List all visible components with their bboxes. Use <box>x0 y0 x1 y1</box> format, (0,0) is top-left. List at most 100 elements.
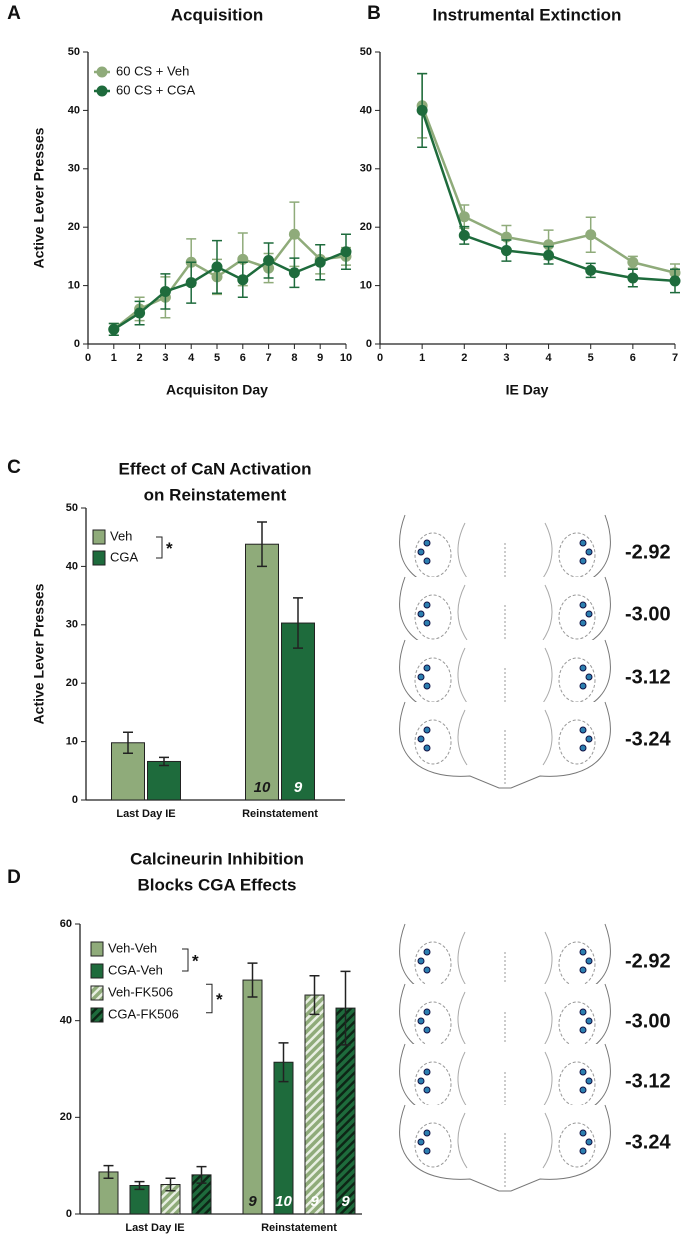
series-line <box>113 232 347 331</box>
brain-fold <box>457 931 468 988</box>
bar <box>147 760 181 801</box>
brain-fold <box>457 584 468 641</box>
x-tick-label: 10 <box>340 352 352 364</box>
y-tick-label: 20 <box>60 1111 72 1123</box>
brain-fold <box>542 1112 553 1169</box>
x-tick-label: 7 <box>672 352 678 364</box>
y-tick-label: 30 <box>68 163 80 175</box>
error-bar <box>247 962 258 998</box>
marker <box>585 229 597 241</box>
y-tick-label: 10 <box>360 280 372 292</box>
significance-bracket <box>182 948 189 972</box>
placement-dot <box>585 735 593 743</box>
error-bar <box>340 970 351 1046</box>
y-tick-label: 60 <box>60 918 72 930</box>
panel-letter: A <box>7 3 21 24</box>
error-bar <box>257 521 267 568</box>
placement-dot <box>579 1147 587 1155</box>
legend-swatch <box>92 550 106 566</box>
brain-fold <box>457 522 468 579</box>
legend-label: 60 CS + CGA <box>116 82 195 97</box>
placement-dot <box>423 1068 431 1076</box>
legend-label: CGA-FK506 <box>108 1006 179 1021</box>
n-label: 9 <box>248 1193 257 1210</box>
placement-dot <box>423 539 431 547</box>
placement-dot <box>423 619 431 627</box>
panel-letter: D <box>7 867 21 888</box>
section-label: -3.00 <box>625 1010 671 1032</box>
marker <box>108 323 120 335</box>
section-label: -2.92 <box>625 950 671 972</box>
y-tick-label: 0 <box>366 338 372 350</box>
marker <box>627 256 639 268</box>
error-bar <box>123 731 133 755</box>
chart-title: Blocks CGA Effects <box>137 875 296 894</box>
y-tick-label: 20 <box>360 221 372 233</box>
placement-dot <box>579 539 587 547</box>
y-tick-label: 20 <box>68 221 80 233</box>
y-tick-label: 40 <box>60 1015 72 1027</box>
y-tick-label: 10 <box>66 736 78 748</box>
chart-title: Acquisition <box>171 5 264 24</box>
x-tick-label: 2 <box>137 352 143 364</box>
x-tick-label: 5 <box>588 352 594 364</box>
legend-swatch <box>90 985 104 1001</box>
placement-dot <box>579 664 587 672</box>
x-tick-label: Reinstatement <box>261 1222 337 1234</box>
placement-dot <box>423 682 431 690</box>
placement-dot <box>585 1077 593 1085</box>
n-label: 9 <box>310 1193 319 1210</box>
placement-dot <box>585 957 593 965</box>
legend-label: Veh-FK506 <box>108 984 173 999</box>
brain-fold <box>542 1051 553 1108</box>
marker <box>185 277 197 289</box>
marker <box>134 307 146 319</box>
x-tick-label: 0 <box>85 352 91 364</box>
brain-region <box>414 1122 452 1168</box>
chart-title: Calcineurin Inhibition <box>130 849 304 868</box>
placement-dot <box>423 601 431 609</box>
brain-section <box>399 1104 611 1192</box>
significance-star: * <box>192 951 199 970</box>
section-label: -3.24 <box>625 1131 671 1153</box>
x-tick-label: 3 <box>503 352 509 364</box>
brain-region <box>558 1122 596 1168</box>
legend-swatch <box>90 1007 104 1023</box>
x-tick-label: 3 <box>162 352 168 364</box>
placement-dot <box>423 966 431 974</box>
bar <box>245 543 279 801</box>
y-tick-label: 0 <box>74 338 80 350</box>
brain-region <box>414 719 452 765</box>
legend-label: Veh-Veh <box>108 940 157 955</box>
x-tick-label: Last Day IE <box>125 1222 184 1234</box>
placement-dot <box>579 1026 587 1034</box>
significance-bracket <box>156 536 163 559</box>
marker <box>585 264 597 276</box>
marker <box>627 272 639 284</box>
placement-dot <box>417 1017 425 1025</box>
placement-dot <box>423 1008 431 1016</box>
x-tick-label: 0 <box>377 352 383 364</box>
placement-dot <box>579 601 587 609</box>
x-tick-label: 8 <box>291 352 297 364</box>
section-label: -3.12 <box>625 666 671 688</box>
marker <box>288 267 300 279</box>
x-tick-label: 7 <box>266 352 272 364</box>
panel-letter: B <box>367 3 381 24</box>
legend-label: 60 CS + Veh <box>116 63 189 78</box>
y-tick-label: 20 <box>66 677 78 689</box>
placement-dot <box>417 735 425 743</box>
y-axis-label: Active Lever Presses <box>31 583 47 724</box>
y-tick-label: 0 <box>66 1208 72 1220</box>
legend-swatch <box>92 529 106 545</box>
brain-section <box>399 701 611 789</box>
placement-dot <box>417 673 425 681</box>
x-tick-label: 1 <box>419 352 425 364</box>
placement-dot <box>423 1026 431 1034</box>
x-axis-label: Acquisiton Day <box>166 382 268 398</box>
chart-title: on Reinstatement <box>144 485 287 504</box>
placement-dot <box>579 1086 587 1094</box>
legend-swatch <box>90 963 104 979</box>
placement-dot <box>417 1138 425 1146</box>
